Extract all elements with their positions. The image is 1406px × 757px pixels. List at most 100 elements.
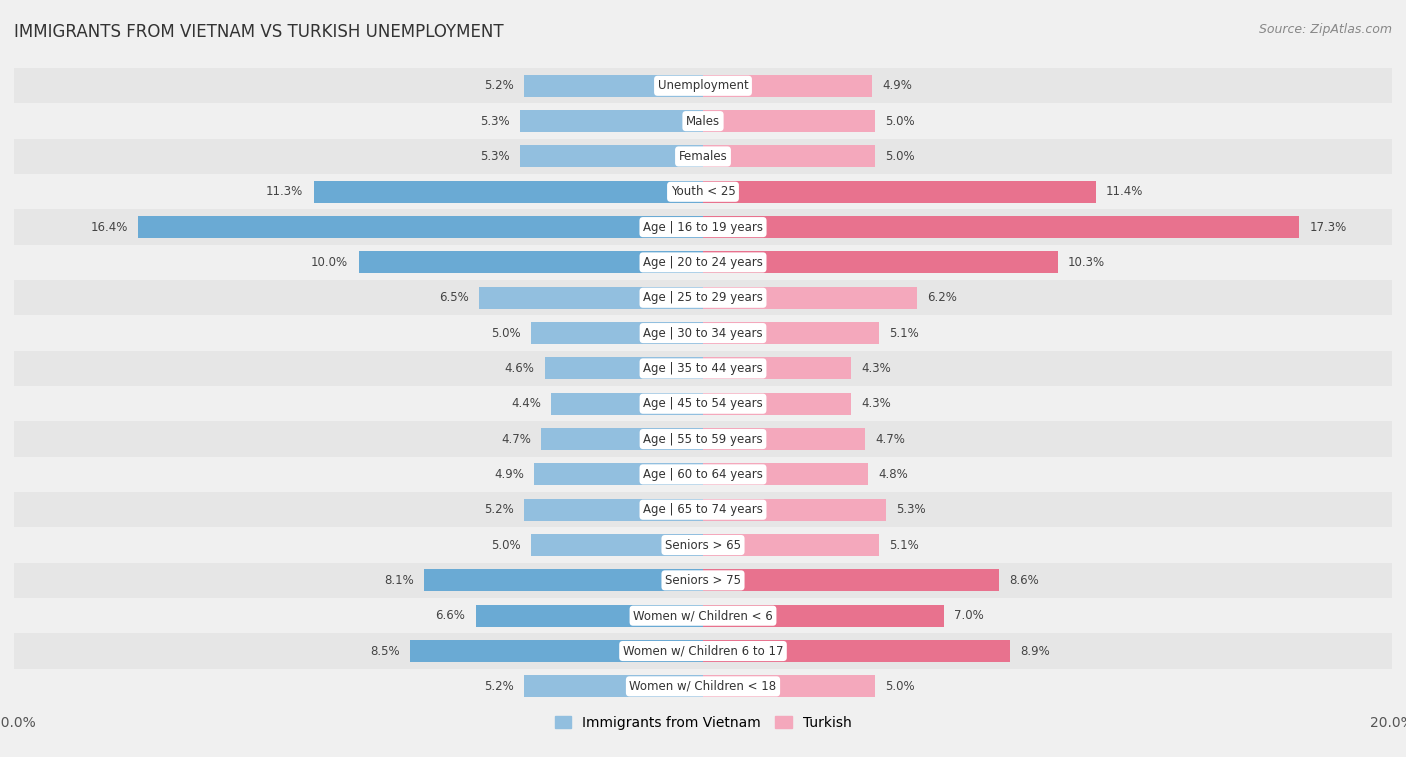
Bar — [314, 181, 703, 203]
FancyBboxPatch shape — [14, 668, 1392, 704]
Bar — [703, 75, 872, 97]
Text: 5.3%: 5.3% — [896, 503, 925, 516]
Bar — [703, 145, 875, 167]
Text: Age | 16 to 19 years: Age | 16 to 19 years — [643, 220, 763, 234]
Text: Source: ZipAtlas.com: Source: ZipAtlas.com — [1258, 23, 1392, 36]
Text: 5.1%: 5.1% — [889, 538, 918, 552]
FancyBboxPatch shape — [14, 598, 1392, 634]
Text: 5.0%: 5.0% — [491, 538, 520, 552]
Text: 5.3%: 5.3% — [481, 114, 510, 128]
Text: 4.9%: 4.9% — [882, 79, 912, 92]
Text: Age | 35 to 44 years: Age | 35 to 44 years — [643, 362, 763, 375]
Bar — [703, 111, 875, 132]
Text: 5.0%: 5.0% — [886, 150, 915, 163]
Text: Age | 65 to 74 years: Age | 65 to 74 years — [643, 503, 763, 516]
Text: 10.0%: 10.0% — [311, 256, 349, 269]
Text: 6.6%: 6.6% — [436, 609, 465, 622]
Bar — [703, 640, 1010, 662]
FancyBboxPatch shape — [14, 492, 1392, 528]
Text: 5.2%: 5.2% — [484, 680, 513, 693]
Text: IMMIGRANTS FROM VIETNAM VS TURKISH UNEMPLOYMENT: IMMIGRANTS FROM VIETNAM VS TURKISH UNEMP… — [14, 23, 503, 41]
Text: Age | 30 to 34 years: Age | 30 to 34 years — [643, 326, 763, 340]
FancyBboxPatch shape — [14, 174, 1392, 210]
Bar — [703, 534, 879, 556]
FancyBboxPatch shape — [14, 528, 1392, 562]
FancyBboxPatch shape — [14, 139, 1392, 174]
Bar — [524, 675, 703, 697]
Bar — [551, 393, 703, 415]
Text: 7.0%: 7.0% — [955, 609, 984, 622]
Text: 5.0%: 5.0% — [886, 680, 915, 693]
Text: 6.5%: 6.5% — [439, 291, 468, 304]
Text: 5.2%: 5.2% — [484, 503, 513, 516]
Text: 4.9%: 4.9% — [494, 468, 524, 481]
Text: 5.0%: 5.0% — [491, 326, 520, 340]
Bar — [703, 569, 1000, 591]
Text: 17.3%: 17.3% — [1309, 220, 1347, 234]
Text: Women w/ Children < 6: Women w/ Children < 6 — [633, 609, 773, 622]
Bar — [703, 322, 879, 344]
Bar — [703, 393, 851, 415]
Bar — [703, 251, 1057, 273]
Text: Age | 45 to 54 years: Age | 45 to 54 years — [643, 397, 763, 410]
Bar — [541, 428, 703, 450]
Bar — [411, 640, 703, 662]
Text: 4.3%: 4.3% — [862, 362, 891, 375]
Bar — [544, 357, 703, 379]
Text: Age | 25 to 29 years: Age | 25 to 29 years — [643, 291, 763, 304]
Text: 10.3%: 10.3% — [1069, 256, 1105, 269]
Text: Age | 60 to 64 years: Age | 60 to 64 years — [643, 468, 763, 481]
Text: Age | 55 to 59 years: Age | 55 to 59 years — [643, 432, 763, 446]
Bar — [479, 287, 703, 309]
Text: 8.6%: 8.6% — [1010, 574, 1039, 587]
Text: Males: Males — [686, 114, 720, 128]
FancyBboxPatch shape — [14, 386, 1392, 422]
Text: Women w/ Children < 18: Women w/ Children < 18 — [630, 680, 776, 693]
Text: 4.7%: 4.7% — [875, 432, 905, 446]
Text: 8.9%: 8.9% — [1019, 644, 1050, 658]
FancyBboxPatch shape — [14, 210, 1392, 245]
Bar — [531, 322, 703, 344]
Text: 5.3%: 5.3% — [481, 150, 510, 163]
Text: 4.8%: 4.8% — [879, 468, 908, 481]
Text: 11.4%: 11.4% — [1107, 185, 1143, 198]
FancyBboxPatch shape — [14, 104, 1392, 139]
FancyBboxPatch shape — [14, 245, 1392, 280]
Bar — [138, 217, 703, 238]
Bar — [425, 569, 703, 591]
FancyBboxPatch shape — [14, 280, 1392, 316]
Text: Females: Females — [679, 150, 727, 163]
FancyBboxPatch shape — [14, 422, 1392, 456]
FancyBboxPatch shape — [14, 350, 1392, 386]
Text: 4.6%: 4.6% — [505, 362, 534, 375]
Bar — [703, 463, 869, 485]
Bar — [703, 287, 917, 309]
Bar — [534, 463, 703, 485]
Text: 4.4%: 4.4% — [512, 397, 541, 410]
FancyBboxPatch shape — [14, 562, 1392, 598]
FancyBboxPatch shape — [14, 68, 1392, 104]
Text: 8.5%: 8.5% — [370, 644, 399, 658]
Bar — [520, 111, 703, 132]
FancyBboxPatch shape — [14, 456, 1392, 492]
Bar — [703, 217, 1299, 238]
Text: 11.3%: 11.3% — [266, 185, 304, 198]
Text: Women w/ Children 6 to 17: Women w/ Children 6 to 17 — [623, 644, 783, 658]
Text: 6.2%: 6.2% — [927, 291, 956, 304]
Bar — [703, 181, 1095, 203]
Text: Seniors > 75: Seniors > 75 — [665, 574, 741, 587]
Text: 4.7%: 4.7% — [501, 432, 531, 446]
Bar — [703, 605, 945, 627]
FancyBboxPatch shape — [14, 316, 1392, 350]
Text: 16.4%: 16.4% — [90, 220, 128, 234]
Text: 5.2%: 5.2% — [484, 79, 513, 92]
FancyBboxPatch shape — [14, 634, 1392, 668]
Text: 4.3%: 4.3% — [862, 397, 891, 410]
Bar — [524, 75, 703, 97]
Bar — [703, 499, 886, 521]
Legend: Immigrants from Vietnam, Turkish: Immigrants from Vietnam, Turkish — [548, 710, 858, 735]
Text: Youth < 25: Youth < 25 — [671, 185, 735, 198]
Text: Age | 20 to 24 years: Age | 20 to 24 years — [643, 256, 763, 269]
Bar — [703, 357, 851, 379]
Text: 5.0%: 5.0% — [886, 114, 915, 128]
